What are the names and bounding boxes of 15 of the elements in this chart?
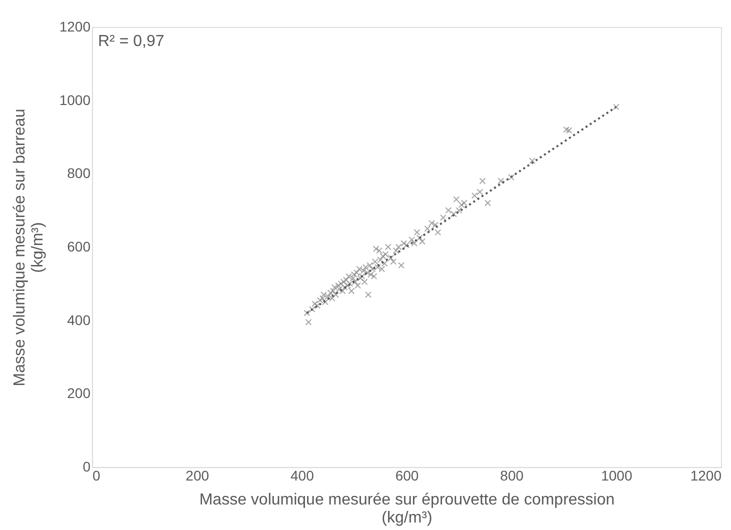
x-tick-label: 1200: [690, 468, 722, 484]
y-tick-label: 1200: [59, 18, 91, 34]
y-tick-label: 400: [67, 312, 91, 328]
y-tick-label: 800: [67, 165, 91, 182]
x-tick-label: 400: [290, 468, 314, 484]
y-tick-label: 200: [67, 385, 91, 402]
y-axis-title: Masse volumique mesurée sur barreau (kg/m³): [11, 108, 46, 386]
x-tick-label: 200: [186, 468, 210, 484]
x-tick-label: 1000: [601, 468, 632, 484]
y-tick-label: 1000: [59, 92, 91, 108]
x-tick-label: 800: [500, 468, 524, 484]
x-axis-title: Masse volumique mesurée sur éprouvette de compression (kg/m³): [199, 492, 615, 526]
x-tick-label: 600: [395, 468, 419, 484]
annotation: R² = 0,97: [98, 33, 164, 50]
y-tick-label: 600: [67, 238, 91, 254]
